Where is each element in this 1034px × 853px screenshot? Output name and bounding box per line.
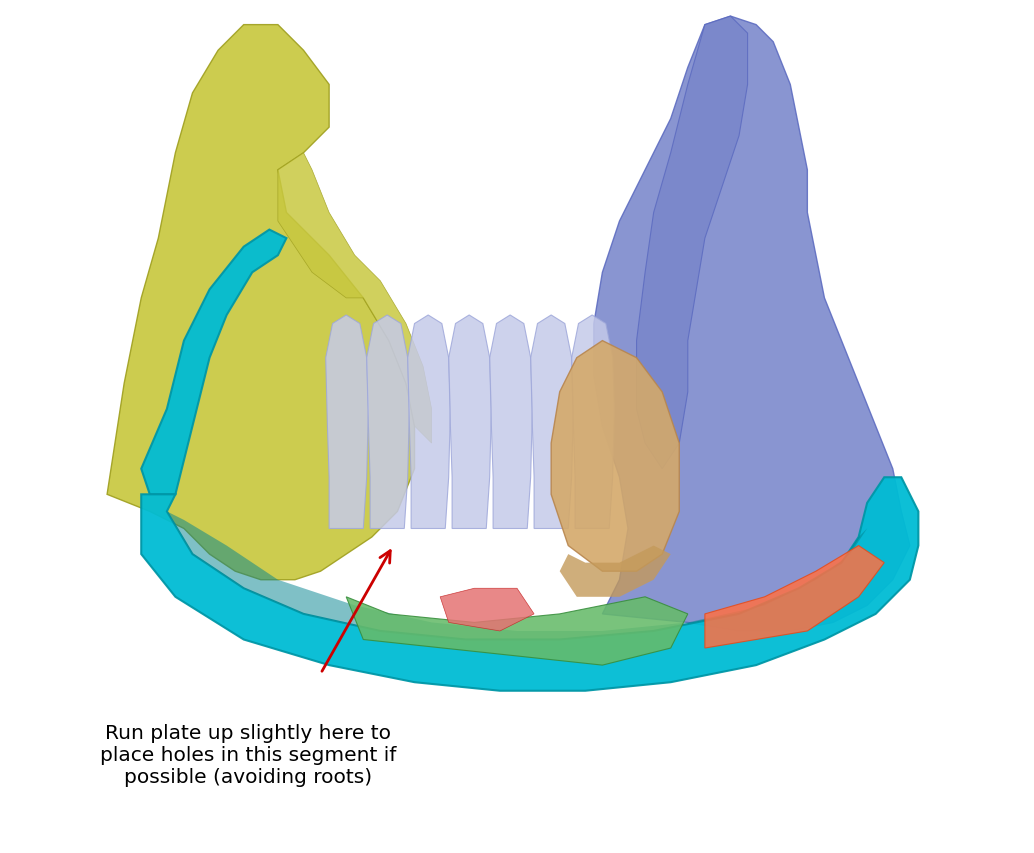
- Text: Run plate up slightly here to
place holes in this segment if
possible (avoiding : Run plate up slightly here to place hole…: [100, 723, 396, 786]
- Polygon shape: [142, 230, 286, 495]
- Polygon shape: [490, 316, 533, 529]
- Polygon shape: [594, 17, 910, 631]
- Polygon shape: [278, 154, 431, 444]
- Polygon shape: [108, 26, 415, 580]
- Polygon shape: [530, 316, 574, 529]
- Polygon shape: [367, 316, 409, 529]
- Polygon shape: [572, 316, 614, 529]
- Polygon shape: [166, 512, 868, 640]
- Polygon shape: [407, 316, 451, 529]
- Polygon shape: [559, 546, 671, 597]
- Polygon shape: [637, 17, 748, 469]
- Polygon shape: [440, 589, 535, 631]
- Polygon shape: [142, 478, 918, 691]
- Polygon shape: [449, 316, 491, 529]
- Polygon shape: [705, 546, 884, 648]
- Polygon shape: [326, 316, 368, 529]
- Polygon shape: [346, 597, 688, 665]
- Polygon shape: [551, 341, 679, 572]
